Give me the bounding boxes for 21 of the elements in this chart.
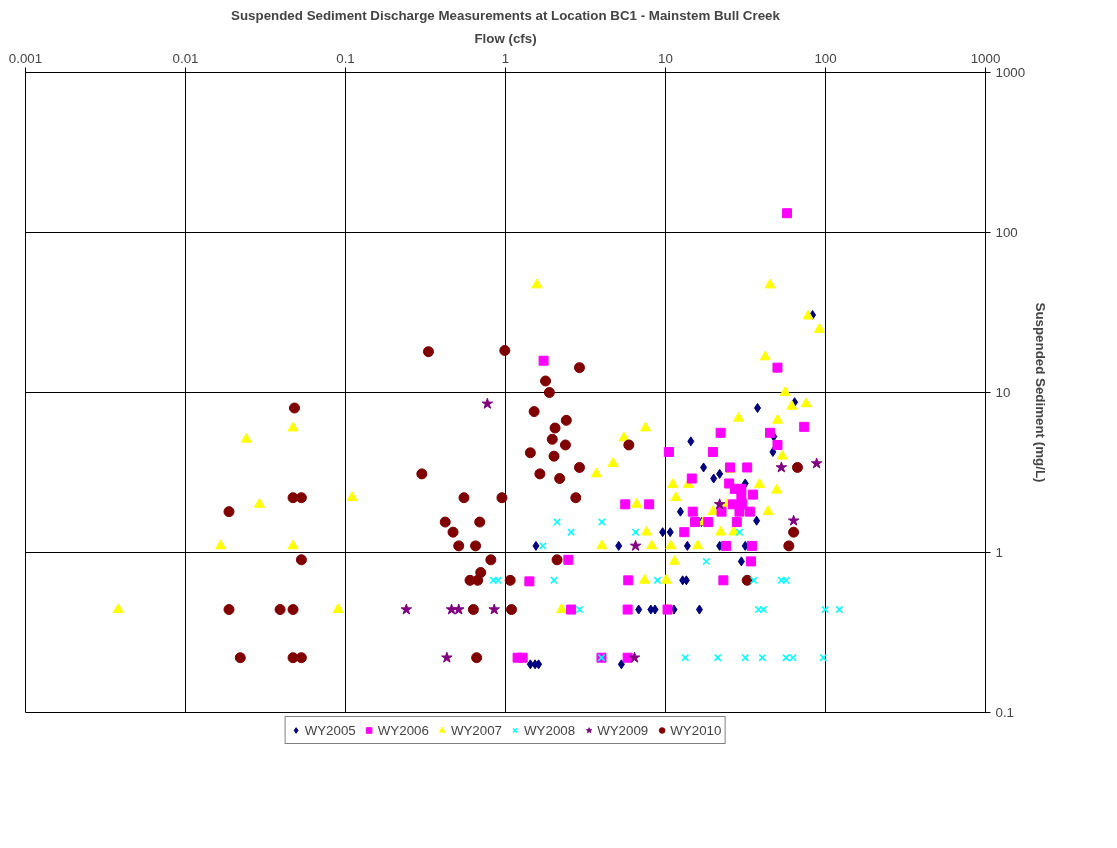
- x-axis-title: Flow (cfs): [474, 30, 537, 46]
- legend-label: WY2010: [670, 722, 722, 738]
- x-tick-label: 1: [501, 50, 510, 66]
- legend-label: WY2005: [304, 722, 356, 738]
- x-tick-label: 0.001: [8, 50, 43, 66]
- y-tick-label: 100: [995, 225, 1018, 240]
- x-tick-label: 10: [658, 50, 673, 66]
- y-tick-label: 1000: [995, 65, 1026, 80]
- y-tick-label: 0.1: [995, 705, 1015, 720]
- y-axis-title: Suspended Sediment (mg/L): [1033, 302, 1049, 483]
- chart-title: Suspended Sediment Discharge Measurements at Location BC1 - Mainstem Bull Creek: [231, 7, 781, 23]
- legend-label: WY2008: [524, 722, 576, 738]
- y-tick-label: 10: [995, 385, 1011, 400]
- x-tick-label: 0.1: [336, 50, 355, 66]
- legend-label: WY2006: [377, 722, 429, 738]
- x-tick-label: 1000: [970, 50, 1001, 66]
- x-tick-label: 100: [814, 50, 837, 66]
- legend-label: WY2009: [597, 722, 649, 738]
- x-tick-label: 0.01: [172, 50, 199, 66]
- legend-label: WY2007: [450, 722, 502, 738]
- y-tick-label: 1: [995, 545, 1003, 560]
